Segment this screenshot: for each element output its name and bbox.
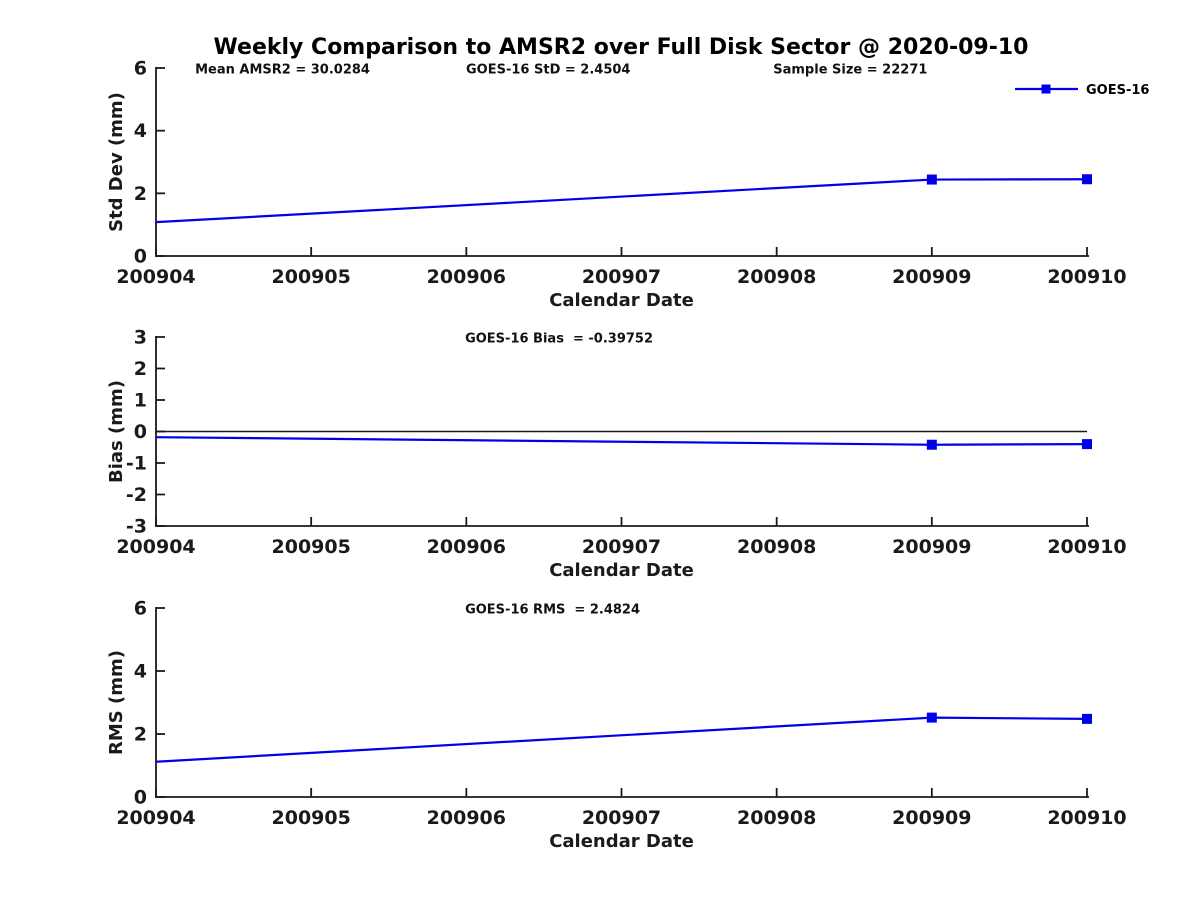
data-line-goes-16: [155, 436, 1088, 446]
data-line-goes-16: [155, 178, 1088, 224]
x-axis-label: Calendar Date: [549, 560, 694, 581]
stats-annotation: GOES-16 StD = 2.4504: [466, 63, 630, 78]
y-tick-label: 3: [134, 327, 147, 349]
y-tick-label: -2: [126, 484, 147, 506]
x-tick-label: 200908: [737, 536, 816, 558]
x-tick-label: 200909: [892, 536, 971, 558]
subplots-group: 0 2 4 6 200904 200905 200906 200907 200908 200909…: [106, 58, 1127, 853]
x-tick-label: 200910: [1047, 807, 1126, 829]
x-tick-label: 200906: [427, 807, 506, 829]
stats-annotation: GOES-16 RMS = 2.4824: [465, 603, 640, 618]
x-tick-label: 200905: [272, 266, 351, 288]
x-tick-label: 200908: [737, 807, 816, 829]
x-tick-label: 200910: [1047, 266, 1126, 288]
x-tick-label: 200906: [427, 536, 506, 558]
subplot-rms: 0 2 4 6 200904 200905 200906 200907 200908 200909…: [106, 598, 1127, 853]
y-tick-label: 0: [134, 787, 147, 809]
y-axis-label: RMS (mm): [106, 650, 127, 755]
y-axis-label: Std Dev (mm): [106, 92, 127, 232]
x-tick-label: 200909: [892, 266, 971, 288]
y-tick-label: 1: [134, 390, 147, 412]
x-tick-label: 200905: [272, 536, 351, 558]
x-axis-label: Calendar Date: [549, 290, 694, 311]
y-tick-label: 2: [134, 183, 147, 205]
legend-square-marker-icon: [1041, 84, 1051, 94]
y-tick-label: -3: [126, 516, 147, 538]
y-tick-label: 6: [134, 58, 147, 80]
y-tick-label: 4: [134, 120, 147, 142]
x-tick-label: 200910: [1047, 536, 1126, 558]
y-axis-label: Bias (mm): [106, 380, 127, 483]
data-point-square-marker-icon: [926, 712, 937, 723]
x-tick-label: 200907: [582, 536, 661, 558]
x-tick-label: 200904: [116, 266, 195, 288]
data-point-square-marker-icon: [926, 174, 937, 185]
legend-label: GOES-16: [1086, 83, 1149, 98]
y-tick-label: -1: [126, 453, 147, 475]
y-tick-label: 2: [134, 358, 147, 380]
x-tick-label: 200909: [892, 807, 971, 829]
subplot-stddev: 0 2 4 6 200904 200905 200906 200907 200908 200909…: [106, 58, 1127, 312]
data-point-square-marker-icon: [1082, 439, 1092, 450]
stats-annotation: Sample Size = 22271: [773, 63, 927, 78]
y-tick-label: 4: [134, 661, 147, 683]
data-line-goes-16: [155, 716, 1088, 763]
figure-title: Weekly Comparison to AMSR2 over Full Dis…: [214, 35, 1029, 60]
x-tick-label: 200908: [737, 266, 816, 288]
subplot-bias: -3 -2 -1 0 1 2 3 200904 200905 200906 200907 200908…: [106, 327, 1127, 582]
x-tick-label: 200906: [427, 266, 506, 288]
legend: GOES-16: [1015, 83, 1149, 98]
stats-annotation: Mean AMSR2 = 30.0284: [195, 63, 370, 78]
y-tick-label: 0: [134, 421, 147, 443]
stats-annotation: GOES-16 Bias = -0.39752: [465, 332, 653, 347]
x-tick-label: 200905: [272, 807, 351, 829]
x-tick-label: 200904: [116, 536, 195, 558]
x-tick-label: 200904: [116, 807, 195, 829]
y-tick-label: 6: [134, 598, 147, 620]
x-axis-label: Calendar Date: [549, 831, 694, 852]
x-tick-label: 200907: [582, 807, 661, 829]
y-tick-label: 2: [134, 724, 147, 746]
y-tick-label: 0: [134, 246, 147, 268]
data-point-square-marker-icon: [1082, 174, 1092, 185]
data-point-square-marker-icon: [1082, 713, 1092, 724]
x-tick-label: 200907: [582, 266, 661, 288]
data-point-square-marker-icon: [926, 439, 937, 450]
